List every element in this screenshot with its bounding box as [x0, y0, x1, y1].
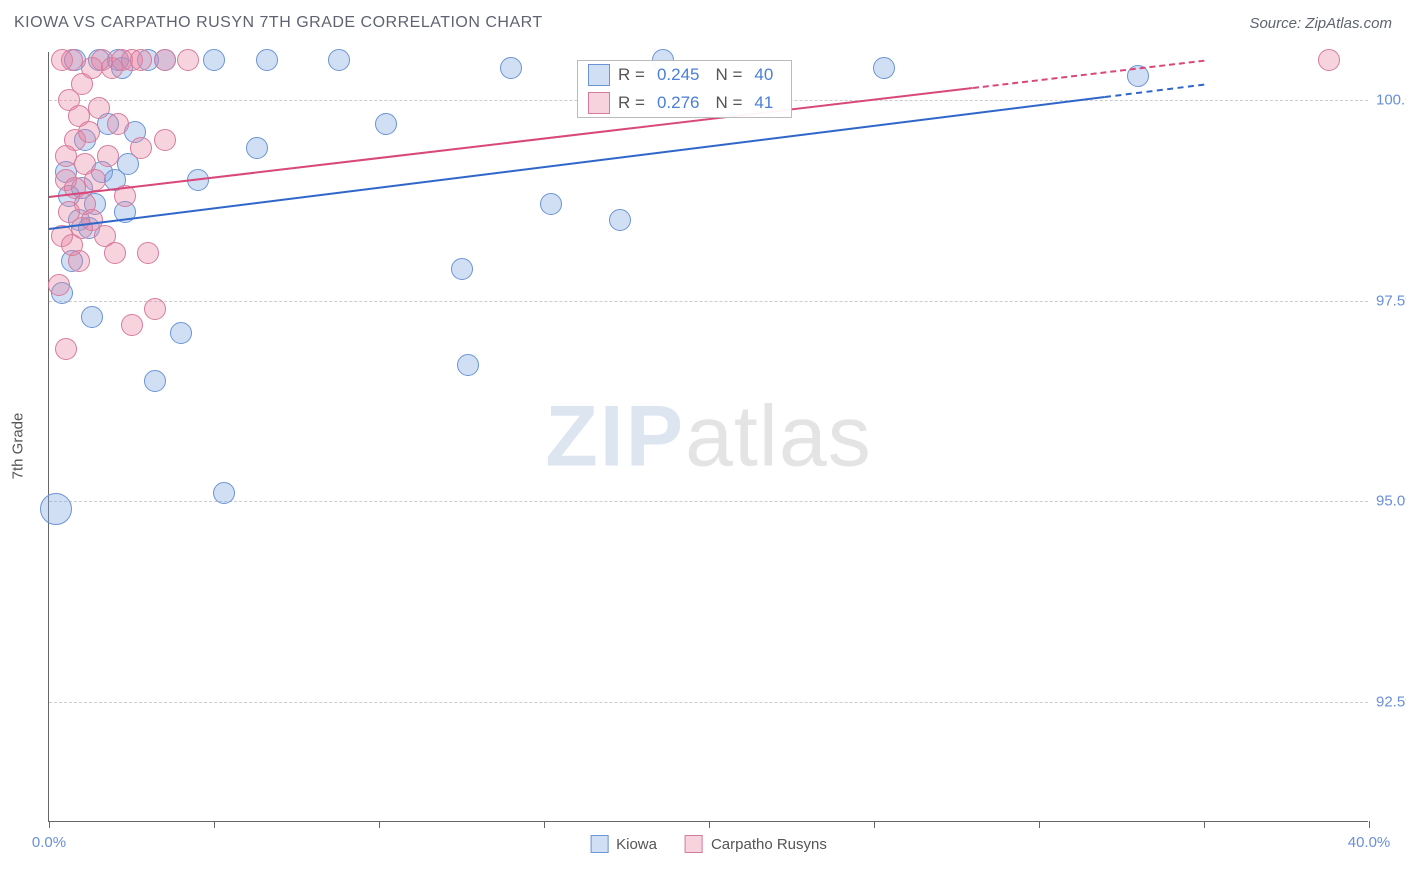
stats-row: R = 0.276 N = 41	[578, 89, 791, 117]
data-point	[177, 49, 199, 71]
x-tick-label: 40.0%	[1348, 834, 1391, 851]
y-tick-label: 97.5%	[1376, 292, 1406, 309]
data-point	[97, 145, 119, 167]
data-point	[457, 354, 479, 376]
x-tick-label: 0.0%	[32, 834, 66, 851]
legend-item: Carpatho Rusyns	[685, 835, 827, 853]
stats-r-label: R =	[618, 65, 645, 85]
legend: Kiowa Carpatho Rusyns	[590, 835, 827, 853]
scatter-plot: ZIPatlas 92.5%95.0%97.5%100.0%0.0%40.0%R…	[48, 52, 1368, 822]
data-point	[88, 97, 110, 119]
legend-swatch-icon	[588, 64, 610, 86]
stats-n-value: 40	[754, 65, 773, 85]
stats-n-value: 41	[754, 93, 773, 113]
data-point	[137, 242, 159, 264]
data-point	[154, 129, 176, 151]
y-tick-label: 92.5%	[1376, 693, 1406, 710]
data-point	[61, 49, 83, 71]
stats-n-label: N =	[715, 65, 742, 85]
gridline	[49, 702, 1368, 703]
data-point	[451, 258, 473, 280]
legend-swatch-icon	[590, 835, 608, 853]
data-point	[107, 113, 129, 135]
x-tick	[709, 821, 710, 828]
gridline	[49, 501, 1368, 502]
y-tick-label: 95.0%	[1376, 493, 1406, 510]
data-point	[68, 250, 90, 272]
legend-item: Kiowa	[590, 835, 657, 853]
data-point	[873, 57, 895, 79]
legend-swatch-icon	[685, 835, 703, 853]
data-point	[48, 274, 70, 296]
data-point	[213, 482, 235, 504]
data-point	[328, 49, 350, 71]
data-point	[375, 113, 397, 135]
trend-line	[1105, 84, 1204, 98]
data-point	[130, 49, 152, 71]
legend-label: Kiowa	[616, 836, 657, 853]
chart-header: KIOWA VS CARPATHO RUSYN 7TH GRADE CORREL…	[0, 0, 1406, 46]
x-tick	[214, 821, 215, 828]
data-point	[121, 314, 143, 336]
stats-box: R = 0.245 N = 40 R = 0.276 N = 41	[577, 60, 792, 118]
stats-r-value: 0.245	[657, 65, 700, 85]
data-point	[40, 493, 72, 525]
stats-r-label: R =	[618, 93, 645, 113]
x-tick	[874, 821, 875, 828]
stats-r-value: 0.276	[657, 93, 700, 113]
data-point	[81, 306, 103, 328]
x-tick	[49, 821, 50, 828]
data-point	[256, 49, 278, 71]
y-tick-label: 100.0%	[1376, 92, 1406, 109]
x-tick	[1369, 821, 1370, 828]
legend-swatch-icon	[588, 92, 610, 114]
data-point	[609, 209, 631, 231]
data-point	[84, 169, 106, 191]
legend-label: Carpatho Rusyns	[711, 836, 827, 853]
chart-title: KIOWA VS CARPATHO RUSYN 7TH GRADE CORREL…	[14, 14, 543, 32]
data-point	[104, 242, 126, 264]
data-point	[540, 193, 562, 215]
stats-row: R = 0.245 N = 40	[578, 61, 791, 89]
x-tick	[1039, 821, 1040, 828]
stats-n-label: N =	[715, 93, 742, 113]
data-point	[78, 121, 100, 143]
trend-line	[973, 60, 1204, 89]
data-point	[154, 49, 176, 71]
data-point	[1318, 49, 1340, 71]
y-axis-label: 7th Grade	[10, 413, 27, 480]
data-point	[203, 49, 225, 71]
x-tick	[544, 821, 545, 828]
chart-source: Source: ZipAtlas.com	[1249, 15, 1392, 32]
gridline	[49, 301, 1368, 302]
x-tick	[379, 821, 380, 828]
watermark: ZIPatlas	[545, 387, 871, 486]
x-tick	[1204, 821, 1205, 828]
data-point	[55, 338, 77, 360]
data-point	[500, 57, 522, 79]
data-point	[130, 137, 152, 159]
data-point	[246, 137, 268, 159]
data-point	[170, 322, 192, 344]
data-point	[144, 370, 166, 392]
data-point	[144, 298, 166, 320]
